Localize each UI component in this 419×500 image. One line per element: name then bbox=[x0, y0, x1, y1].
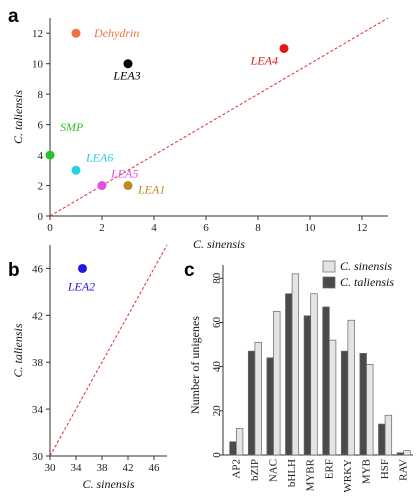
y-tick-label: 2 bbox=[38, 181, 44, 193]
data-point-label-lea2: LEA2 bbox=[67, 279, 95, 293]
identity-reference-line bbox=[49, 244, 168, 457]
data-point-lea5 bbox=[97, 181, 107, 191]
y-axis-title: C. taliensis bbox=[11, 323, 25, 377]
bar-taliensis-erf bbox=[322, 306, 330, 456]
legend-label-taliensis: C. taliensis bbox=[340, 275, 394, 289]
bar-sinensis-wrky bbox=[347, 319, 355, 456]
legend-swatch-sinensis bbox=[322, 260, 336, 273]
y-tick-label: 38 bbox=[32, 357, 44, 369]
data-point-label-lea3: LEA3 bbox=[112, 69, 140, 83]
x-tick-label: 4 bbox=[151, 222, 157, 234]
data-point-lea6 bbox=[71, 165, 81, 175]
bar-taliensis-bzip bbox=[247, 350, 256, 456]
x-tick-label: 6 bbox=[203, 222, 209, 234]
bar-taliensis-nac bbox=[266, 357, 274, 456]
data-point-smp bbox=[45, 150, 55, 160]
y-axis-title: Number of unigenes bbox=[188, 316, 202, 414]
data-point-lea3 bbox=[123, 59, 133, 69]
y-tick-label: 4 bbox=[38, 150, 44, 162]
y-tick-label: 34 bbox=[32, 404, 44, 416]
data-point-label-dehydrin: Dehydrin bbox=[93, 26, 139, 40]
x-category-label: bZIP bbox=[249, 459, 261, 481]
bar-taliensis-mybr bbox=[303, 315, 312, 456]
x-category-label: HSF bbox=[379, 459, 391, 479]
bar-chart-panel-c: 0 20 40 60 80 Number of unigenes AP2 bZIP NAC bHL… bbox=[188, 259, 413, 493]
data-point-lea1 bbox=[123, 181, 133, 191]
y-tick-label: 30 bbox=[32, 451, 44, 463]
y-tick-label: 20 bbox=[211, 405, 223, 417]
y-tick-label: 42 bbox=[32, 310, 43, 322]
x-category-label: bHLH bbox=[286, 459, 298, 487]
x-tick-label: 46 bbox=[149, 462, 161, 474]
y-axis-title: C. taliensis bbox=[11, 90, 25, 144]
bar-taliensis-wrky bbox=[340, 350, 349, 456]
x-tick-label: 2 bbox=[99, 222, 105, 234]
x-tick-label: 8 bbox=[255, 222, 261, 234]
data-point-lea2 bbox=[78, 263, 87, 273]
y-tick-label: 12 bbox=[32, 28, 43, 40]
x-category-label: MYBR bbox=[305, 458, 317, 491]
data-point-label-lea6: LEA6 bbox=[85, 150, 113, 164]
bar-sinensis-ap2 bbox=[235, 428, 244, 456]
x-category-label: MYB bbox=[361, 459, 373, 484]
data-point-label-lea5: LEA5 bbox=[110, 167, 138, 181]
data-point-label-lea1: LEA1 bbox=[137, 183, 165, 197]
identity-reference-line bbox=[49, 17, 389, 217]
x-tick-label: 10 bbox=[305, 222, 317, 234]
x-tick-label: 38 bbox=[97, 462, 109, 474]
x-axis-title: C. sinensis bbox=[193, 237, 245, 251]
bar-sinensis-myb bbox=[366, 364, 374, 456]
legend-label-sinensis: C. sinensis bbox=[340, 259, 392, 273]
data-point-label-lea4: LEA4 bbox=[250, 53, 278, 67]
bar-sinensis-bzip bbox=[254, 341, 262, 456]
panel-label-b: b bbox=[8, 260, 20, 281]
bar-sinensis-erf bbox=[328, 339, 337, 456]
x-category-label: WRKY bbox=[342, 459, 354, 493]
bar-sinensis-mybr bbox=[310, 293, 318, 456]
bar-taliensis-myb bbox=[359, 353, 367, 456]
y-tick-label: 8 bbox=[38, 89, 44, 101]
bar-taliensis-ap2 bbox=[229, 441, 237, 456]
bar-sinensis-bhlh bbox=[291, 273, 300, 456]
x-tick-label: 0 bbox=[47, 222, 53, 234]
x-axis-title: C. sinensis bbox=[82, 477, 134, 491]
y-tick-label: 6 bbox=[38, 120, 44, 132]
bar-sinensis-hsf bbox=[384, 414, 393, 456]
data-point-label-smp: SMP bbox=[60, 120, 84, 134]
y-tick-label: 60 bbox=[211, 316, 223, 328]
scatter-panel-b: 30 34 38 42 46 30 34 38 42 46 C. sinensis C. talien… bbox=[11, 244, 168, 491]
x-category-label: ERF bbox=[323, 459, 335, 479]
bar-taliensis-rav bbox=[396, 452, 405, 456]
y-tick-label: 40 bbox=[211, 361, 223, 373]
x-tick-label: 12 bbox=[357, 222, 368, 234]
y-tick-label: 0 bbox=[38, 211, 44, 223]
bar-sinensis-rav bbox=[403, 450, 411, 456]
x-tick-label: 34 bbox=[71, 462, 83, 474]
data-point-dehydrin bbox=[71, 28, 81, 38]
y-tick-label: 0 bbox=[211, 452, 223, 458]
y-tick-label: 46 bbox=[32, 263, 44, 275]
bar-taliensis-bhlh bbox=[285, 293, 293, 456]
x-category-label: AP2 bbox=[230, 459, 242, 479]
x-tick-label: 30 bbox=[45, 462, 57, 474]
x-tick-label: 42 bbox=[123, 462, 134, 474]
panel-label-a: a bbox=[8, 6, 19, 27]
bar-sinensis-nac bbox=[273, 311, 281, 456]
scatter-panel-a: 0 2 4 6 8 10 12 0 2 4 6 8 10 12 C. sinensis C. taliensi… bbox=[11, 17, 389, 251]
bar-taliensis-hsf bbox=[378, 423, 386, 456]
x-category-label: RAV bbox=[398, 459, 410, 481]
legend-swatch-taliensis bbox=[322, 276, 336, 289]
y-tick-label: 80 bbox=[211, 272, 223, 284]
x-category-label: NAC bbox=[268, 459, 280, 482]
panel-label-c: c bbox=[184, 260, 195, 281]
data-point-lea4 bbox=[279, 43, 289, 53]
y-tick-label: 10 bbox=[32, 59, 44, 71]
